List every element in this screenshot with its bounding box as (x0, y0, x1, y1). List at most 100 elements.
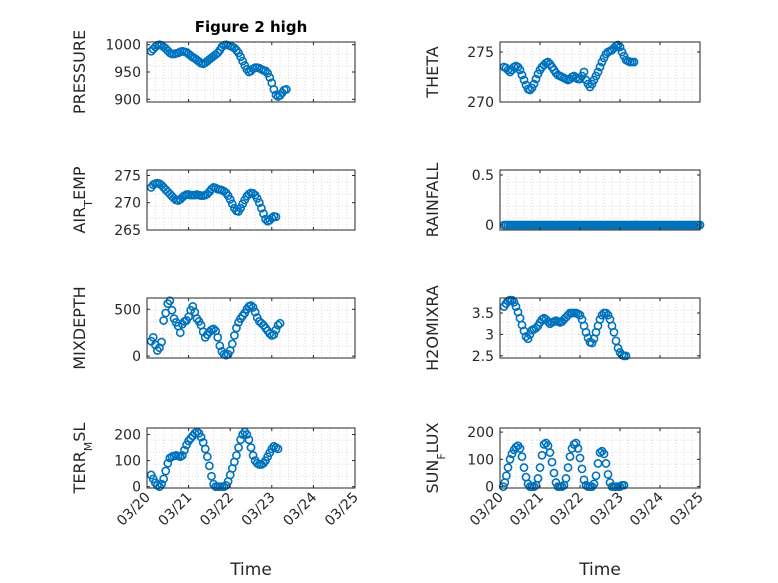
x-tick-label: 03/21 (156, 490, 196, 530)
data-point (207, 471, 216, 481)
data-point (529, 79, 539, 89)
data-point (232, 323, 241, 333)
subplot-3: 265 270 275 AIRTEMP (70, 166, 356, 239)
data-point (177, 450, 187, 460)
data-point (537, 450, 547, 460)
x-tick-label: 03/24 (627, 489, 667, 529)
data-point (236, 435, 245, 445)
plot-area (147, 170, 355, 230)
data-point (265, 73, 275, 82)
data-point (501, 471, 511, 481)
data-point (254, 198, 264, 208)
data-point (200, 444, 210, 454)
data-point (261, 214, 270, 224)
data-point (517, 452, 527, 462)
y-axis-label: H2OMIXRA (423, 285, 442, 371)
data-series (499, 295, 631, 361)
y-tick-label: 275 (467, 45, 494, 61)
subplot-6: 2.5 3 3.5 H2OMIXRA (423, 285, 701, 371)
data-point (629, 57, 639, 67)
data-point (535, 463, 545, 472)
data-point (603, 310, 613, 320)
y-tick-label: 200 (467, 425, 494, 441)
y-tick-label: 950 (114, 65, 141, 81)
data-point (519, 463, 529, 472)
data-point (229, 331, 239, 340)
data-point (165, 296, 175, 306)
y-axis-label: RAINFALL (423, 163, 442, 238)
data-point (577, 464, 587, 474)
plot-area (500, 298, 700, 358)
data-point (517, 70, 527, 80)
data-point (591, 471, 601, 481)
y-axis-label-part: SL (70, 423, 89, 442)
x-axis-label: Time (229, 560, 272, 580)
y-tick-label: 0 (132, 480, 141, 496)
data-point (234, 443, 243, 452)
data-point (519, 75, 529, 85)
data-point (603, 469, 613, 479)
data-point (609, 327, 619, 337)
x-tick-label: 03/22 (547, 490, 587, 530)
data-point (587, 338, 597, 348)
y-tick-label: 0 (485, 480, 494, 496)
y-tick-label: 270 (467, 95, 494, 111)
data-point (248, 302, 258, 312)
grid (500, 428, 700, 488)
data-series (146, 296, 285, 360)
data-point (579, 67, 589, 77)
data-point (161, 466, 171, 476)
x-tick-label: 03/21 (507, 490, 547, 530)
y-axis-label: MIXDEPTH (70, 286, 89, 369)
subplot-4: 0 0.5 RAINFALL (423, 163, 705, 238)
y-axis-label-part: SUN (423, 460, 442, 494)
data-point (599, 449, 609, 459)
data-point (207, 184, 216, 194)
data-point (515, 444, 525, 453)
data-point (246, 301, 256, 310)
y-axis-label: AIRTEMP (70, 166, 95, 233)
data-point (503, 463, 513, 472)
y-axis-label: SUNFLUX (423, 422, 448, 493)
grid (500, 42, 700, 102)
y-axis-label: PRESSURE (70, 30, 89, 114)
plot-area (500, 428, 700, 488)
data-point (571, 438, 581, 448)
y-tick-label: 0 (132, 349, 141, 365)
y-tick-label: 100 (467, 452, 494, 468)
y-axis-label-subscript: F (435, 453, 448, 459)
data-point (232, 450, 241, 460)
data-point (252, 193, 262, 203)
data-point (238, 56, 248, 66)
data-point (244, 435, 254, 445)
data-point (613, 343, 623, 353)
data-point (227, 339, 237, 349)
y-axis-label-part: TERR (70, 451, 89, 494)
subplot-2: 270 275 THETA (423, 40, 701, 111)
data-point (269, 85, 279, 94)
y-tick-label: 265 (114, 223, 141, 239)
data-point (505, 454, 515, 464)
data-point (281, 85, 291, 94)
axes-frame (499, 297, 701, 359)
axes-frame (499, 427, 701, 489)
y-tick-label: 0 (485, 218, 494, 234)
y-axis-label-subscript: M (82, 442, 95, 452)
data-point (271, 325, 281, 335)
data-series (498, 438, 629, 492)
data-point (601, 459, 611, 468)
data-point (601, 308, 611, 318)
axes-frame (146, 169, 356, 231)
data-point (563, 463, 573, 472)
data-point (595, 62, 605, 72)
y-tick-label: 270 (114, 196, 141, 212)
data-point (227, 199, 237, 209)
data-point (271, 212, 281, 222)
grid (147, 428, 355, 488)
data-point (159, 316, 169, 325)
y-axis-label: TERRMSL (70, 423, 95, 495)
data-series (146, 40, 291, 101)
data-point (593, 67, 603, 77)
